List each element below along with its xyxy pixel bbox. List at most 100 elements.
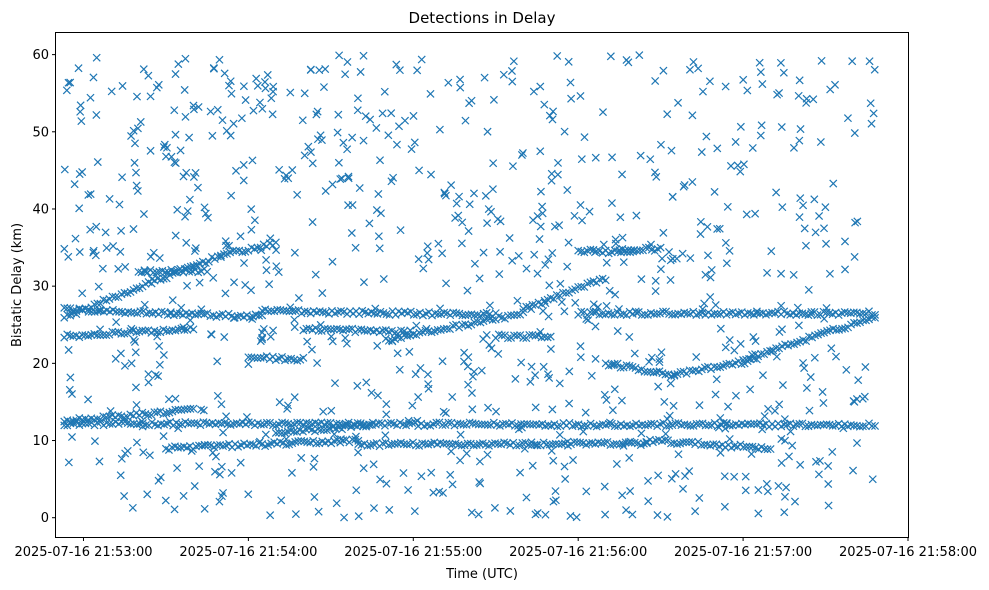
detection-marker xyxy=(422,324,431,333)
detection-marker xyxy=(90,437,99,446)
detection-marker xyxy=(239,176,248,185)
detection-marker xyxy=(272,262,281,271)
detection-marker xyxy=(438,420,447,430)
detection-marker xyxy=(294,293,303,303)
detection-marker xyxy=(427,468,436,477)
x-tick-label: 2025-07-16 21:57:00 xyxy=(674,545,812,560)
detection-marker xyxy=(281,419,290,428)
detection-marker xyxy=(508,256,517,265)
detection-marker xyxy=(853,319,862,328)
detection-marker xyxy=(868,475,877,484)
detection-marker xyxy=(743,86,752,95)
detection-marker xyxy=(226,77,235,86)
detection-marker xyxy=(656,265,665,274)
detection-marker xyxy=(746,420,756,429)
detection-marker xyxy=(570,211,579,220)
detection-marker xyxy=(600,482,609,491)
detection-marker xyxy=(404,416,413,425)
detection-marker xyxy=(582,487,591,496)
detection-marker xyxy=(780,415,789,424)
detection-marker xyxy=(236,458,245,467)
detection-marker xyxy=(89,246,98,255)
detection-marker xyxy=(413,66,422,75)
detection-marker xyxy=(487,439,497,448)
detection-marker xyxy=(679,438,688,447)
detection-marker xyxy=(625,453,634,462)
detection-marker xyxy=(855,309,864,318)
detection-marker xyxy=(99,412,108,421)
detection-marker xyxy=(598,420,607,429)
detection-marker xyxy=(446,470,455,479)
detection-marker xyxy=(489,159,498,168)
detection-marker xyxy=(802,383,811,393)
detection-marker xyxy=(795,76,804,85)
detection-marker xyxy=(87,330,96,339)
detection-marker xyxy=(173,443,182,452)
detection-marker xyxy=(193,183,202,192)
detection-marker xyxy=(318,308,327,317)
detection-marker xyxy=(722,259,731,268)
detection-marker xyxy=(497,331,506,340)
detection-marker xyxy=(266,234,275,243)
detection-marker xyxy=(159,410,168,419)
detection-marker xyxy=(646,240,655,249)
detection-marker xyxy=(329,325,338,334)
detection-marker xyxy=(591,307,600,316)
detection-marker xyxy=(819,420,828,429)
detection-marker xyxy=(457,441,466,450)
detection-marker xyxy=(600,390,609,399)
detection-marker xyxy=(689,57,698,66)
detection-marker xyxy=(399,440,408,449)
detection-marker xyxy=(549,107,558,116)
detection-marker xyxy=(405,419,414,428)
detection-marker xyxy=(227,191,236,200)
detection-marker xyxy=(372,206,381,215)
detection-marker xyxy=(602,301,611,310)
detection-marker xyxy=(696,217,705,226)
detection-marker xyxy=(220,333,229,342)
detection-marker xyxy=(291,306,300,315)
detection-marker xyxy=(489,95,498,104)
detection-marker xyxy=(748,350,757,359)
detection-marker xyxy=(95,457,104,466)
detection-marker xyxy=(190,419,199,428)
detection-marker xyxy=(84,395,93,404)
detection-marker xyxy=(822,304,831,313)
detection-marker xyxy=(663,415,672,424)
detection-marker xyxy=(547,169,556,178)
y-tick-label: 60 xyxy=(32,48,49,63)
detection-marker xyxy=(514,251,523,260)
detection-marker xyxy=(490,439,500,448)
detection-marker xyxy=(551,496,560,505)
detection-marker xyxy=(86,93,95,102)
detection-marker xyxy=(548,405,557,414)
detection-marker xyxy=(483,127,492,136)
detection-marker xyxy=(127,324,136,333)
detection-marker xyxy=(522,264,531,273)
detection-marker xyxy=(155,341,164,351)
detection-marker xyxy=(183,281,192,290)
y-axis-ticks: 0 10 20 30 40 50 60 xyxy=(32,48,56,526)
detection-marker xyxy=(457,239,466,248)
detection-marker xyxy=(843,308,852,317)
detection-marker xyxy=(290,323,299,332)
detection-marker xyxy=(852,395,861,404)
detection-marker xyxy=(314,507,323,516)
detection-marker xyxy=(542,440,551,449)
detection-marker xyxy=(294,437,303,446)
detection-marker xyxy=(239,82,248,91)
detection-marker xyxy=(616,363,625,372)
detection-marker xyxy=(576,342,585,351)
detection-marker xyxy=(365,420,374,429)
detection-marker xyxy=(664,247,674,257)
detection-marker xyxy=(704,421,713,430)
detection-marker xyxy=(213,252,222,261)
detection-marker xyxy=(456,75,465,84)
detection-marker xyxy=(361,112,370,121)
detection-marker xyxy=(618,170,627,179)
detection-marker xyxy=(793,303,802,312)
detection-marker xyxy=(75,204,84,213)
detection-marker xyxy=(448,480,457,489)
detection-marker xyxy=(116,247,125,256)
detection-marker xyxy=(563,437,572,446)
